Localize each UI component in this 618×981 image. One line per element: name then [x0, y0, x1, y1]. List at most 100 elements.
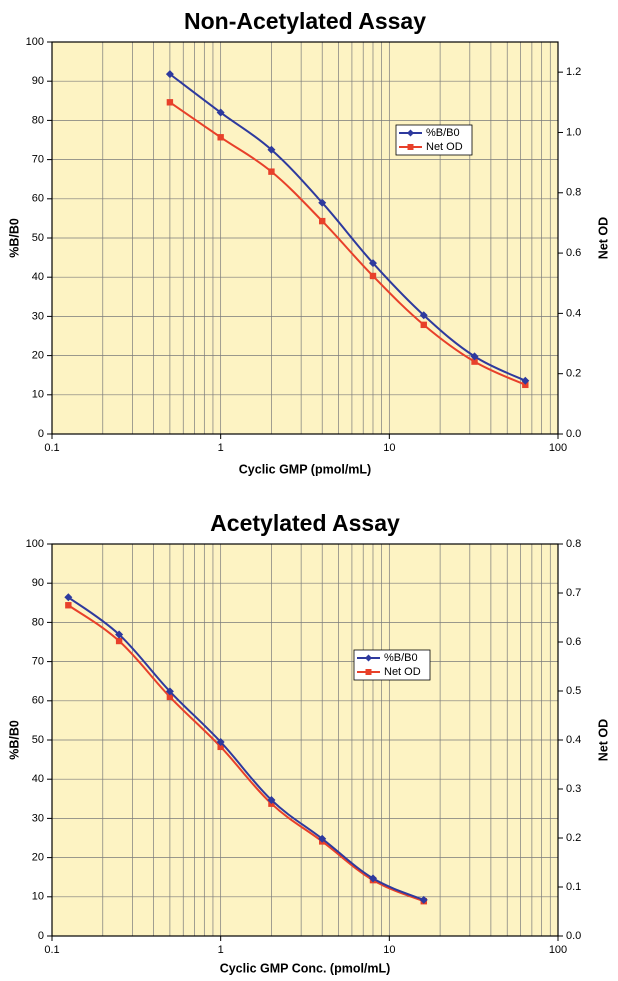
y2-tick-label: 0.3	[566, 783, 581, 795]
y2-tick-label: 0.4	[566, 307, 581, 319]
data-point-diamond	[470, 352, 479, 361]
data-point-diamond	[165, 687, 174, 696]
grid	[52, 544, 558, 936]
grid	[52, 42, 558, 434]
data-point-diamond	[521, 376, 530, 385]
series-line	[169, 73, 526, 382]
y-axis-title: %B/B0	[7, 218, 21, 258]
chart-2: Acetylated Assay 0 10 20 30 40 50 60 70 80 90 100 0.…	[7, 510, 610, 975]
data-point-square	[268, 168, 275, 175]
y2-tick-label: 0.8	[566, 187, 581, 199]
data-point-square	[319, 217, 326, 225]
y-tick-label: 80	[32, 616, 44, 628]
y-tick-label: 60	[32, 193, 44, 205]
data-point-square	[369, 272, 377, 280]
series-line	[169, 101, 526, 386]
data-point-diamond	[419, 895, 428, 904]
legend-label: %B/B0	[384, 652, 418, 664]
y-tick-label: 40	[32, 773, 44, 785]
chart-title: Non-Acetylated Assay	[184, 8, 426, 34]
y-tick-label: 20	[32, 852, 44, 864]
y2-tick-label: 0.0	[566, 930, 581, 942]
y-tick-label: 40	[32, 271, 44, 283]
legend-marker-square	[407, 144, 414, 150]
y-tick-label: 0	[38, 930, 44, 942]
x-tick-label: 0.1	[44, 944, 59, 956]
y-tick-label: 0	[38, 428, 44, 440]
y-tick-label: 50	[32, 734, 44, 746]
y-tick-label: 30	[32, 310, 44, 322]
legend-marker-diamond	[365, 654, 372, 662]
data-point-diamond	[368, 874, 377, 883]
legend-label: %B/B0	[426, 127, 460, 139]
y2-tick-label: 0.6	[566, 247, 581, 259]
data-point-diamond	[267, 795, 276, 804]
series-percent-b-b0	[165, 70, 530, 385]
y2-tick-label: 1.2	[566, 66, 581, 78]
y-tick-label: 30	[32, 812, 44, 824]
y2-tick-label: 0.5	[566, 685, 581, 697]
y-tick-label: 10	[32, 891, 44, 903]
x-tick-label: 0.1	[44, 442, 59, 454]
y2-tick-label: 1.0	[566, 126, 581, 138]
data-point-square	[65, 602, 72, 609]
y2-axis-title: Net OD	[596, 217, 610, 259]
y2-tick-label: 0.6	[566, 636, 581, 648]
legend: %B/B0 Net OD	[395, 124, 473, 156]
legend-marker-diamond	[407, 129, 414, 137]
chart-1: Non-Acetylated Assay 0 10 20 30 40 50 60 70 80 90 1…	[7, 8, 610, 476]
y-tick-label: 20	[32, 350, 44, 362]
y-tick-label: 10	[32, 389, 44, 401]
legend: %B/B0 Net OD	[353, 649, 431, 681]
y2-axis-title: Net OD	[596, 719, 610, 761]
x-axis-title: Cyclic GMP (pmol/mL)	[239, 462, 371, 476]
data-point-diamond	[64, 593, 73, 602]
data-point-diamond	[216, 737, 225, 746]
x-tick-label: 100	[549, 944, 567, 956]
data-point-square	[115, 637, 123, 645]
legend-label: Net OD	[426, 141, 463, 153]
y-axis-title: %B/B0	[7, 720, 21, 760]
data-point-diamond	[368, 259, 377, 268]
data-point-square	[166, 693, 174, 701]
y2-tick-label: 0.2	[566, 368, 581, 380]
series-line	[67, 596, 425, 901]
x-tick-label: 10	[383, 944, 395, 956]
y2-tick-label: 0.2	[566, 832, 581, 844]
data-point-diamond	[165, 70, 174, 79]
y-tick-label: 60	[32, 695, 44, 707]
data-point-square	[166, 99, 174, 106]
chart-title: Acetylated Assay	[210, 510, 400, 536]
y-tick-label: 70	[32, 154, 44, 166]
y-tick-label: 50	[32, 232, 44, 244]
data-point-diamond	[318, 198, 327, 207]
data-point-square	[522, 381, 529, 389]
x-axis-title: Cyclic GMP Conc. (pmol/mL)	[220, 961, 391, 975]
legend-marker-square	[365, 669, 372, 675]
data-point-diamond	[318, 834, 327, 843]
data-point-square	[471, 358, 478, 365]
x-tick-label: 1	[218, 944, 224, 956]
legend-label: Net OD	[384, 666, 421, 678]
x-tick-label: 100	[549, 442, 567, 454]
data-point-square	[217, 743, 224, 751]
y2-tick-label: 0.0	[566, 428, 581, 440]
legend-box	[395, 124, 473, 156]
series-line	[67, 604, 425, 903]
data-point-square	[420, 321, 427, 329]
data-point-square	[217, 134, 224, 141]
y-tick-label: 90	[32, 577, 44, 589]
y-tick-label: 70	[32, 656, 44, 668]
y2-tick-label: 0.8	[566, 538, 581, 550]
y2-tick-label: 0.1	[566, 881, 581, 893]
y-tick-label: 100	[26, 538, 44, 550]
data-point-diamond	[267, 145, 276, 154]
data-point-diamond	[115, 630, 124, 639]
series-percent-b-b0	[64, 593, 428, 904]
series-net-od	[166, 99, 529, 389]
data-point-diamond	[419, 311, 428, 320]
y2-tick-label: 0.7	[566, 587, 581, 599]
y-tick-label: 80	[32, 114, 44, 126]
